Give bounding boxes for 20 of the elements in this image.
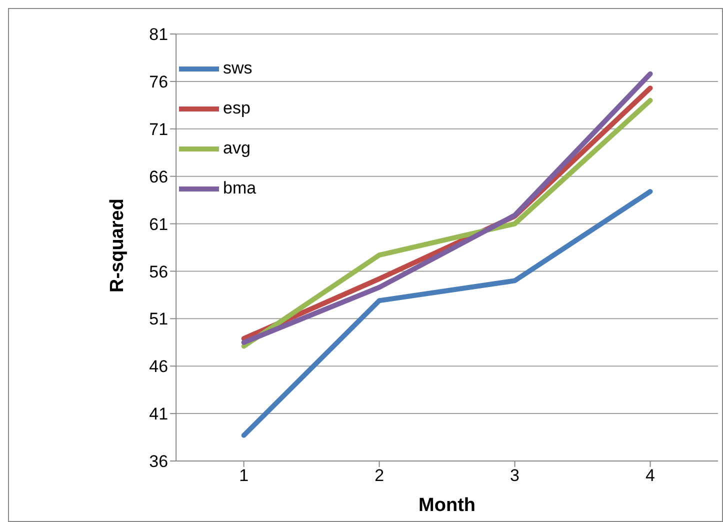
y-tick-label: 81	[149, 25, 168, 44]
legend-label: esp	[223, 98, 250, 118]
y-tick-label: 51	[149, 310, 168, 329]
y-tick-label: 76	[149, 72, 168, 92]
y-tick-label: 61	[149, 214, 168, 234]
y-tick-label: 41	[149, 404, 168, 424]
y-axis-title: R-squared	[106, 198, 128, 292]
y-tick-label: 66	[149, 167, 168, 186]
y-tick-label: 36	[149, 452, 168, 472]
y-tick-label: 46	[149, 357, 168, 376]
x-axis-title: Month	[418, 495, 476, 516]
x-tick-label: 3	[510, 466, 520, 486]
legend-label: bma	[223, 178, 256, 198]
x-tick-label: 2	[374, 466, 384, 486]
legend-label: sws	[223, 58, 252, 78]
x-tick-label: 1	[239, 466, 249, 486]
legend-label: avg	[223, 138, 250, 158]
x-tick-label: 4	[646, 466, 655, 486]
y-tick-label: 56	[149, 262, 168, 282]
y-tick-label: 71	[149, 120, 168, 139]
